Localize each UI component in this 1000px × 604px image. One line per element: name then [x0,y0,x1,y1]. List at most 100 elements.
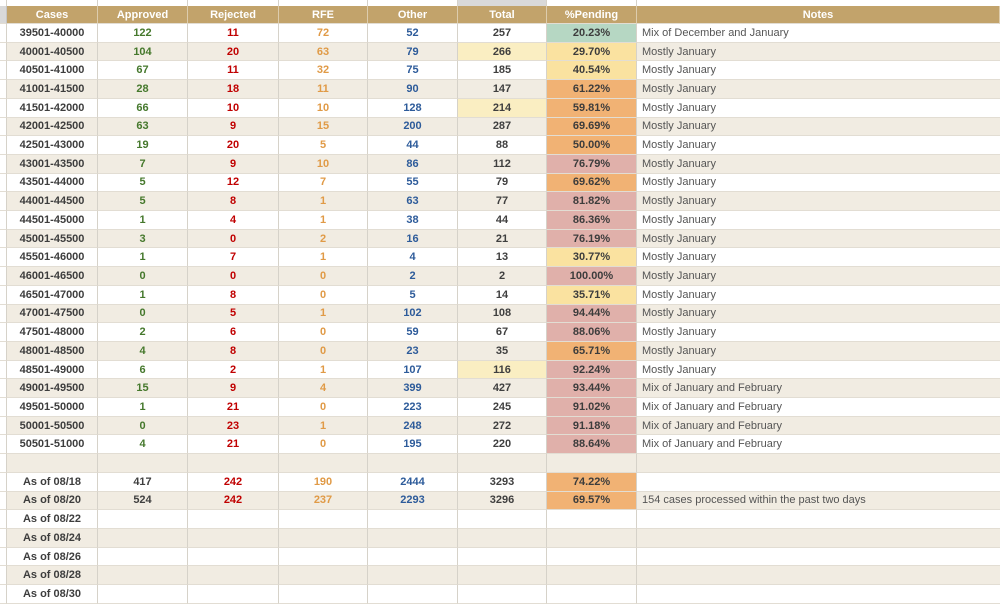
cell-pending[interactable]: 29.70% [547,42,637,62]
cell-rfe[interactable]: 5 [279,136,368,155]
cell-approved[interactable]: 19 [98,136,188,155]
cell-stub[interactable] [0,24,7,43]
cell-cases[interactable]: 50501-51000 [7,435,98,455]
cell-rejected[interactable] [188,528,279,548]
cell-total[interactable] [458,528,547,548]
cell-other[interactable]: 200 [368,117,458,137]
spacer-cell-rejected[interactable] [188,454,279,473]
cell-approved[interactable]: 1 [98,398,188,417]
cell-rfe[interactable]: 0 [279,398,368,417]
cell-cases[interactable]: 47001-47500 [7,304,98,324]
cell-rejected[interactable]: 5 [188,304,279,324]
cell-total[interactable]: 13 [458,248,547,268]
cell-rfe[interactable] [279,510,368,529]
cell-total[interactable]: 272 [458,416,547,436]
cell-pending[interactable]: 81.82% [547,192,637,212]
cell-rfe[interactable]: 7 [279,173,368,193]
cell-rfe[interactable]: 72 [279,24,368,43]
cell-stub[interactable] [0,379,7,399]
column-header-cases[interactable]: Cases [7,6,98,24]
cell-pending[interactable]: 50.00% [547,136,637,155]
cell-notes[interactable]: Mostly January [637,360,1000,380]
cell-rejected[interactable]: 0 [188,229,279,249]
spacer-cell-cases[interactable] [7,454,98,473]
cell-rfe[interactable]: 2 [279,229,368,249]
cell-stub[interactable] [0,42,7,62]
cell-cases[interactable]: 43501-44000 [7,173,98,193]
cell-approved[interactable]: 3 [98,229,188,249]
cell-notes[interactable]: 154 cases processed within the past two … [637,491,1000,511]
cell-stub[interactable] [0,528,7,548]
cell-other[interactable]: 223 [368,398,458,417]
spacer-cell-stub[interactable] [0,454,7,473]
cell-rejected[interactable]: 21 [188,398,279,417]
cell-total[interactable]: 266 [458,42,547,62]
column-header-approved[interactable]: Approved [98,6,188,24]
cell-notes[interactable]: Mostly January [637,229,1000,249]
cell-rejected[interactable] [188,547,279,567]
cell-rejected[interactable]: 8 [188,192,279,212]
cell-rejected[interactable]: 8 [188,341,279,361]
cell-approved[interactable]: 0 [98,304,188,324]
spacer-cell-rfe[interactable] [279,454,368,473]
cell-date-label[interactable]: As of 08/24 [7,528,98,548]
cell-rfe[interactable]: 10 [279,98,368,118]
cell-rfe[interactable]: 1 [279,211,368,230]
overflow-cell-rfe[interactable] [279,0,368,6]
cell-stub[interactable] [0,323,7,342]
cell-total[interactable]: 44 [458,211,547,230]
cell-approved[interactable]: 4 [98,435,188,455]
cell-rejected[interactable] [188,510,279,529]
cell-rfe[interactable]: 11 [279,80,368,99]
spacer-cell-notes[interactable] [637,454,1000,473]
cell-stub[interactable] [0,267,7,286]
cell-total[interactable]: 257 [458,24,547,43]
cell-total[interactable] [458,566,547,586]
cell-pending[interactable]: 61.22% [547,80,637,99]
cell-notes[interactable]: Mostly January [637,192,1000,212]
cell-approved[interactable]: 66 [98,98,188,118]
cell-total[interactable]: 35 [458,341,547,361]
cell-other[interactable]: 102 [368,304,458,324]
cell-approved[interactable]: 4 [98,341,188,361]
overflow-cell-total[interactable] [458,0,547,6]
cell-pending[interactable]: 59.81% [547,98,637,118]
cell-other[interactable]: 59 [368,323,458,342]
cell-notes[interactable]: Mostly January [637,341,1000,361]
cell-pending[interactable]: 86.36% [547,211,637,230]
cell-approved[interactable]: 7 [98,154,188,174]
cell-total[interactable] [458,547,547,567]
cell-other[interactable]: 44 [368,136,458,155]
cell-pending[interactable]: 91.02% [547,398,637,417]
cell-notes[interactable]: Mostly January [637,61,1000,81]
cell-other[interactable] [368,547,458,567]
cell-cases[interactable]: 41501-42000 [7,98,98,118]
cell-rfe[interactable]: 1 [279,192,368,212]
cell-rejected[interactable]: 18 [188,80,279,99]
cell-cases[interactable]: 48501-49000 [7,360,98,380]
cell-approved[interactable]: 1 [98,248,188,268]
cell-approved[interactable] [98,510,188,529]
cell-stub[interactable] [0,285,7,305]
cell-stub[interactable] [0,117,7,137]
cell-cases[interactable]: 40501-41000 [7,61,98,81]
cell-other[interactable]: 399 [368,379,458,399]
cell-stub[interactable] [0,229,7,249]
cell-notes[interactable]: Mix of January and February [637,379,1000,399]
cell-stub[interactable] [0,80,7,99]
cell-approved[interactable]: 122 [98,24,188,43]
cell-notes[interactable] [637,547,1000,567]
cell-rejected[interactable] [188,566,279,586]
cell-approved[interactable] [98,528,188,548]
cell-pending[interactable] [547,566,637,586]
cell-other[interactable]: 107 [368,360,458,380]
cell-total[interactable]: 3293 [458,472,547,492]
cell-date-label[interactable]: As of 08/30 [7,585,98,604]
cell-stub[interactable] [0,547,7,567]
cell-notes[interactable]: Mix of December and January [637,24,1000,43]
cell-other[interactable]: 2293 [368,491,458,511]
cell-total[interactable]: 3296 [458,491,547,511]
cell-total[interactable]: 427 [458,379,547,399]
cell-cases[interactable]: 42501-43000 [7,136,98,155]
cell-notes[interactable]: Mostly January [637,211,1000,230]
